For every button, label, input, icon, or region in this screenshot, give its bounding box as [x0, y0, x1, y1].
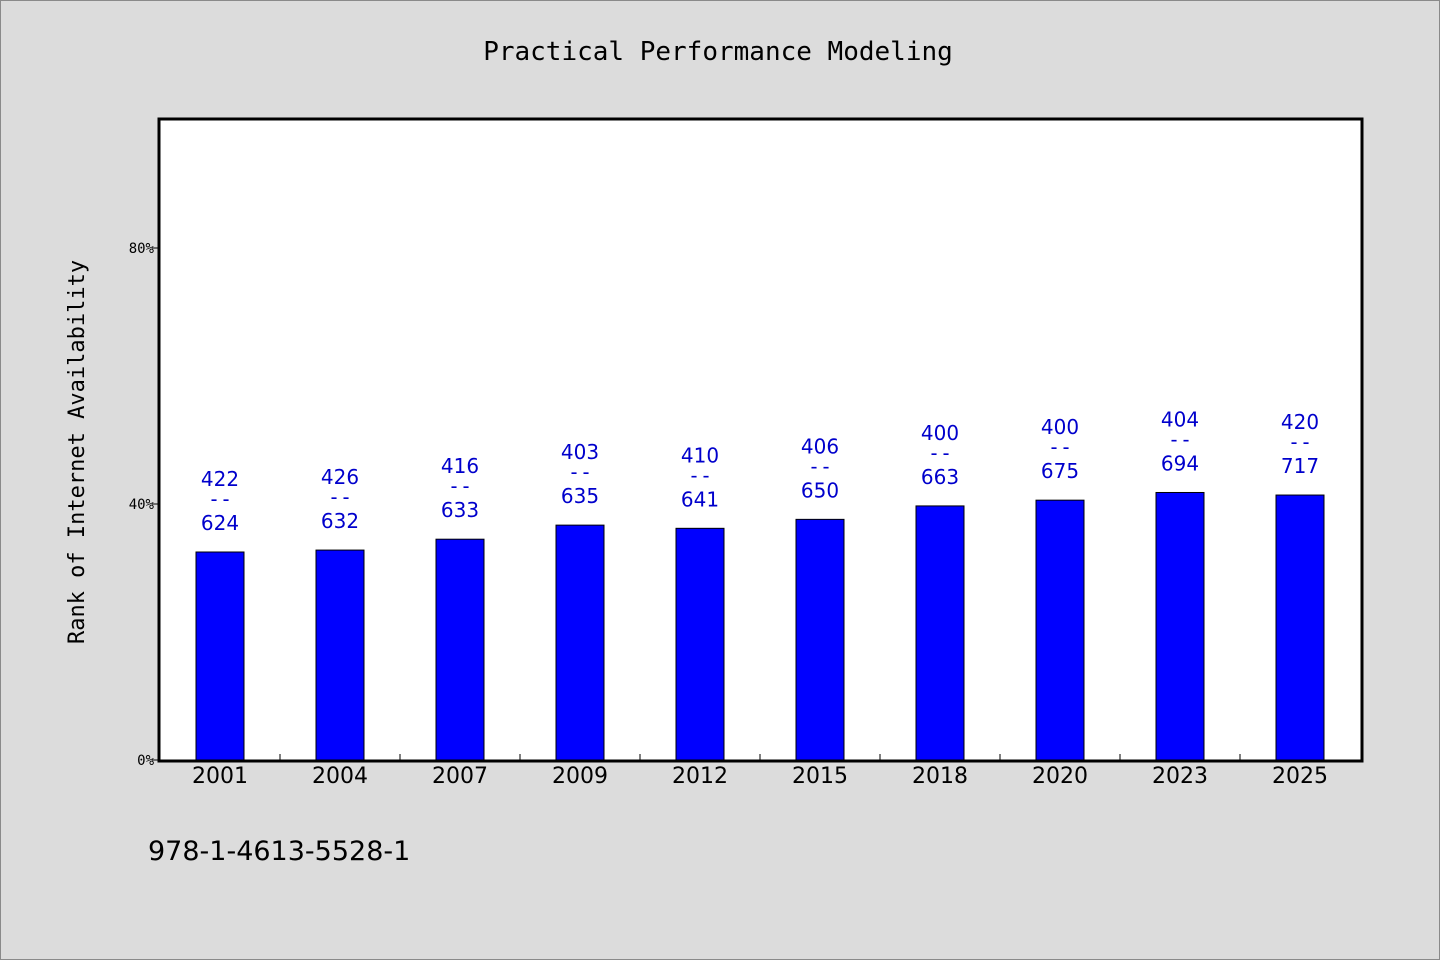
bar-label-separator: --: [208, 487, 232, 511]
chart-title: Practical Performance Modeling: [483, 37, 953, 67]
x-axis-ticks: 2001 2004 2007 2009 2012 2015 2018 2020 2023 2025: [192, 754, 1328, 789]
bar-label-bottom: 633: [441, 498, 479, 522]
bar-label-separator: --: [928, 441, 952, 465]
bar-label-separator: --: [568, 460, 592, 484]
bar: [1275, 494, 1325, 761]
bar: [915, 505, 965, 761]
bar: [195, 551, 245, 761]
bar: [555, 524, 605, 761]
x-tick-label: 2001: [192, 764, 248, 789]
bar-label-top: 422: [201, 467, 239, 491]
bar: [1035, 499, 1085, 761]
bar: [1155, 491, 1205, 761]
bar-label-bottom: 717: [1281, 454, 1319, 478]
bar-label-top: 406: [801, 434, 839, 458]
bar: [675, 527, 725, 761]
bars: [195, 491, 1325, 761]
x-tick-label: 2015: [792, 764, 848, 789]
y-tick-label: 40%: [129, 497, 155, 513]
bar-label-top: 404: [1161, 407, 1199, 431]
x-tick-label: 2009: [552, 764, 608, 789]
y-axis-label: Rank of Internet Availability: [65, 260, 90, 644]
bar-label-bottom: 694: [1161, 451, 1199, 475]
x-tick-label: 2023: [1152, 764, 1208, 789]
x-tick-label: 2020: [1032, 764, 1088, 789]
bar-label-top: 416: [441, 454, 479, 478]
bar-label-separator: --: [1168, 427, 1192, 451]
bar-label-bottom: 624: [201, 511, 239, 535]
bar-label-separator: --: [448, 474, 472, 498]
bar-label-bottom: 675: [1041, 459, 1079, 483]
bar-label-top: 410: [681, 443, 719, 467]
bar-label-bottom: 632: [321, 509, 359, 533]
bar-label-top: 400: [921, 421, 959, 445]
bar-label-bottom: 635: [561, 484, 599, 508]
x-tick-label: 2025: [1272, 764, 1328, 789]
bar-labels: 422--624426--632416--633403--635410--641…: [201, 407, 1319, 535]
bar-label-top: 400: [1041, 415, 1079, 439]
bar-label-bottom: 650: [801, 478, 839, 502]
bar-label-bottom: 641: [681, 487, 719, 511]
x-tick-label: 2004: [312, 764, 368, 789]
bar: [315, 549, 365, 761]
bar-label-separator: --: [1048, 435, 1072, 459]
x-tick-label: 2018: [912, 764, 968, 789]
footer-code: 978-1-4613-5528-1: [148, 836, 411, 867]
bar-label-separator: --: [328, 485, 352, 509]
bar: [795, 518, 845, 761]
bar-label-separator: --: [688, 463, 712, 487]
bar: [435, 538, 485, 761]
x-tick-label: 2012: [672, 764, 728, 789]
bar-label-top: 403: [561, 440, 599, 464]
bar-label-top: 426: [321, 465, 359, 489]
bar-label-separator: --: [808, 454, 832, 478]
y-tick-label: 80%: [129, 241, 155, 257]
bar-label-top: 420: [1281, 410, 1319, 434]
bar-label-bottom: 663: [921, 465, 959, 489]
y-tick-label: 0%: [137, 753, 154, 769]
y-axis-ticks: 0% 40% 80%: [129, 241, 160, 769]
x-tick-label: 2007: [432, 764, 488, 789]
bar-label-separator: --: [1288, 430, 1312, 454]
